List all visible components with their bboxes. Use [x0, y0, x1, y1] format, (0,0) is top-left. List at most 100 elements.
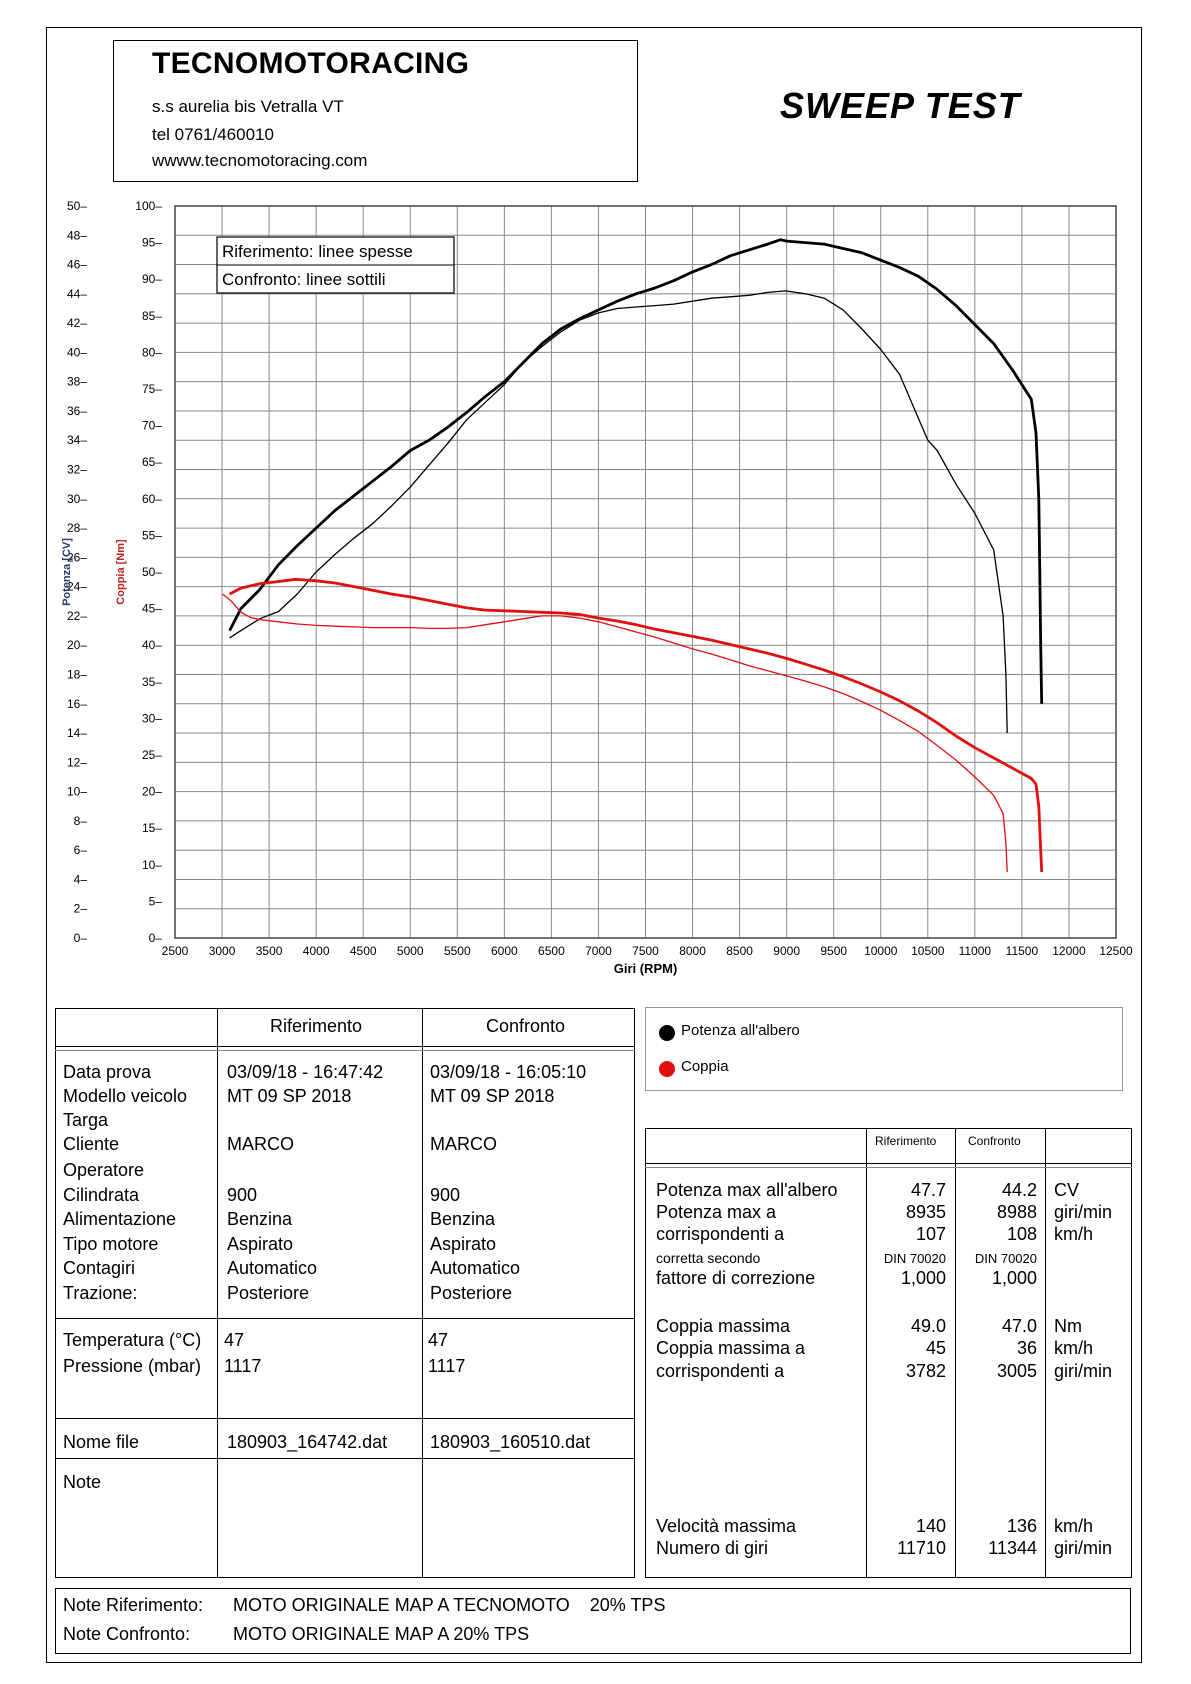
- x-tick-label: 7000: [585, 944, 612, 958]
- series-legend: Potenza all'albero Coppia: [645, 1007, 1123, 1091]
- info-row-conf: MARCO: [430, 1134, 497, 1154]
- torque-tick-label: 65–: [142, 455, 162, 469]
- info-row-label: Operatore: [63, 1160, 145, 1180]
- info-row-label: Contagiri: [63, 1258, 136, 1278]
- power-legend-marker: [659, 1025, 675, 1041]
- power-tick-label: 18–: [67, 667, 87, 681]
- power-tick-label: 44–: [67, 287, 87, 301]
- table-rule: [645, 1163, 1132, 1164]
- table-divider: [1045, 1128, 1046, 1578]
- power-tick-label: 38–: [67, 375, 87, 389]
- company-address: s.s aurelia bis Vetralla VT: [152, 97, 344, 116]
- file-label: Nome file: [63, 1432, 140, 1452]
- torque-tick-label: 90–: [142, 272, 162, 286]
- table-divider: [422, 1008, 423, 1578]
- power-tick-label: 46–: [67, 258, 87, 272]
- power-tick-label: 22–: [67, 609, 87, 623]
- x-tick-label: 8000: [679, 944, 706, 958]
- result-label: fattore di correzione: [656, 1268, 816, 1288]
- table-rule: [55, 1046, 635, 1047]
- test-title: SWEEP TEST: [780, 85, 1021, 126]
- result-ref: 3782: [905, 1361, 946, 1381]
- torque-curve-reference: [228, 577, 1044, 873]
- torque-axis-label: Coppia [Nm]: [115, 539, 127, 605]
- power-tick-label: 10–: [67, 785, 87, 799]
- torque-tick-label: 85–: [142, 309, 162, 323]
- chart-line-legend: Riferimento: linee spesse Confronto: line…: [216, 236, 455, 294]
- result-conf: 3005: [996, 1361, 1037, 1381]
- torque-tick-label: 70–: [142, 419, 162, 433]
- power-tick-label: 14–: [67, 726, 87, 740]
- x-tick-label: 3000: [209, 944, 236, 958]
- torque-tick-label: 0–: [149, 931, 163, 945]
- info-row-ref: 03/09/18 - 16:47:42: [227, 1062, 384, 1082]
- result-unit: km/h: [1054, 1338, 1094, 1358]
- torque-tick-label: 5–: [149, 894, 163, 908]
- info-row-label: Cilindrata: [63, 1185, 140, 1205]
- result-label: Potenza max all'albero: [656, 1180, 838, 1200]
- info-row-label: Alimentazione: [63, 1209, 177, 1229]
- x-tick-label: 8500: [726, 944, 753, 958]
- x-tick-label: 11000: [959, 944, 992, 958]
- note-conf-label: Note Confronto:: [63, 1624, 191, 1644]
- torque-tick-label: 100–: [135, 199, 162, 213]
- company-website: wwww.tecnomotoracing.com: [152, 151, 368, 170]
- table-divider: [955, 1128, 956, 1578]
- results-col-confronto: Confronto: [968, 1134, 1021, 1148]
- torque-legend-marker: [659, 1061, 675, 1077]
- x-tick-label: 12500: [1099, 944, 1133, 958]
- result-label: Coppia massima a: [656, 1338, 806, 1358]
- company-name: TECNOMOTORACING: [152, 47, 470, 80]
- info-row-conf: 900: [430, 1185, 461, 1205]
- info-row-label: Tipo motore: [63, 1234, 159, 1254]
- torque-tick-label: 80–: [142, 345, 162, 359]
- result-unit: giri/min: [1054, 1202, 1113, 1222]
- result-conf: 108: [1006, 1224, 1037, 1244]
- info-row-ref: MT 09 SP 2018: [227, 1086, 352, 1106]
- result-conf: 44.2: [1001, 1180, 1037, 1200]
- chart-axes: 2500 3000 3500 4000 4500 5000 5500 6000 6500 7000…: [61, 199, 1133, 976]
- x-tick-label: 6000: [491, 944, 518, 958]
- table-divider: [217, 1008, 218, 1578]
- power-tick-label: 20–: [67, 638, 87, 652]
- x-tick-label: 4000: [303, 944, 330, 958]
- x-tick-label: 6500: [538, 944, 565, 958]
- dyno-chart: 2500 3000 3500 4000 4500 5000 5500 6000 6500 7000…: [61, 199, 1133, 976]
- info-row-ref: Aspirato: [227, 1234, 294, 1254]
- result-label: corrispondenti a: [656, 1361, 785, 1381]
- torque-tick-label: 60–: [142, 492, 162, 506]
- torque-legend-label: Coppia: [681, 1058, 729, 1075]
- info-row-label: Modello veicolo: [63, 1086, 188, 1106]
- power-tick-label: 40–: [67, 345, 87, 359]
- result-conf: 1,000: [991, 1268, 1037, 1288]
- info-row-ref: MARCO: [227, 1134, 294, 1154]
- torque-tick-label: 35–: [142, 675, 162, 689]
- power-tick-label: 36–: [67, 404, 87, 418]
- x-tick-label: 2500: [162, 944, 189, 958]
- result-ref: DIN 70020: [883, 1251, 946, 1266]
- note-ref-text: MOTO ORIGINALE MAP A TECNOMOTO 20% TPS: [233, 1595, 666, 1615]
- power-tick-label: 28–: [67, 521, 87, 535]
- result-label: corretta secondo: [656, 1250, 761, 1266]
- file-conf: 180903_160510.dat: [430, 1432, 591, 1452]
- x-tick-label: 9000: [773, 944, 800, 958]
- power-tick-label: 24–: [67, 580, 87, 594]
- test-info-table: [55, 1008, 635, 1578]
- power-curve-reference: [228, 238, 1044, 704]
- page-frame: [46, 27, 1142, 1663]
- note-ref-label: Note Riferimento:: [63, 1595, 204, 1615]
- info-row-ref: Automatico: [227, 1258, 318, 1278]
- torque-tick-label: 40–: [142, 638, 162, 652]
- info-row-label: Trazione:: [63, 1283, 138, 1303]
- info-row-conf: Aspirato: [430, 1234, 497, 1254]
- info-row-ref: 900: [227, 1185, 258, 1205]
- power-tick-label: 0–: [74, 931, 88, 945]
- env-row-ref: 47: [224, 1330, 245, 1350]
- result-ref: 8935: [905, 1202, 946, 1222]
- torque-tick-label: 30–: [142, 711, 162, 725]
- power-curve-comparison: [229, 290, 1008, 734]
- power-tick-label: 32–: [67, 463, 87, 477]
- x-tick-label: 5000: [397, 944, 424, 958]
- x-tick-label: 10000: [864, 944, 898, 958]
- power-tick-label: 30–: [67, 492, 87, 506]
